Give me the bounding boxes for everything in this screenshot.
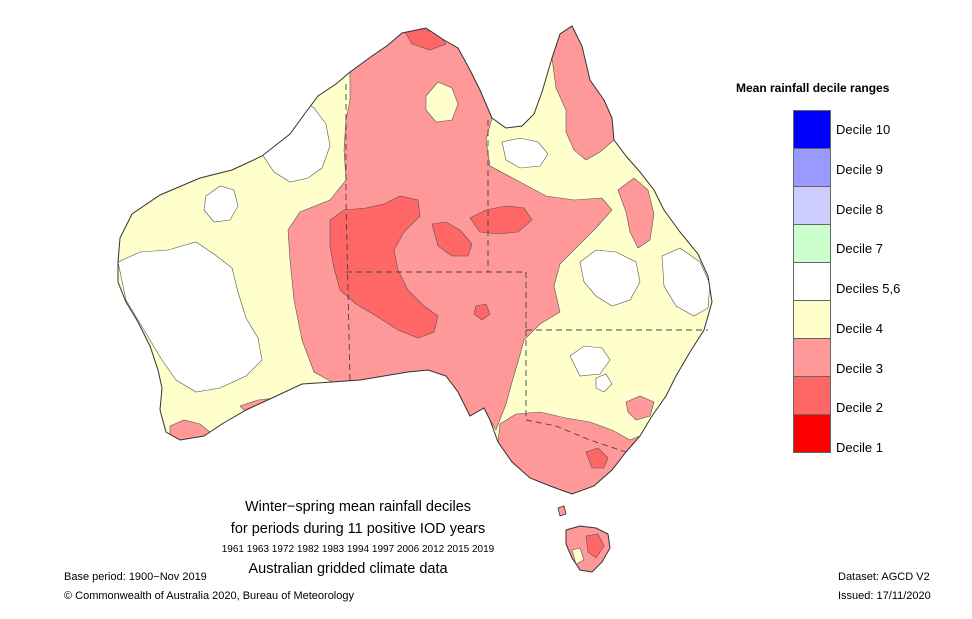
legend-title: Mean rainfall decile ranges [736,81,890,95]
legend-label-decile-9: Decile 9 [836,162,883,177]
legend-swatch-decile-1 [793,414,831,453]
issued-date: Issued: 17/11/2020 [838,590,931,602]
legend-label-decile-3: Decile 3 [836,361,883,376]
map-title-line-2: for periods during 11 positive IOD years [230,521,486,537]
map-title-line-1: Winter−spring mean rainfall deciles [244,499,472,515]
legend-swatch-decile-9 [793,148,831,186]
legend-label-deciles-5-6: Deciles 5,6 [836,281,901,296]
legend-swatch-decile-10 [793,110,831,148]
legend-swatch-decile-7 [793,224,831,262]
legend-color-scale [793,110,831,453]
iod-years-list: 1961 1963 1972 1982 1983 1994 1997 2006 … [221,544,495,555]
legend-swatch-decile-3 [793,338,831,376]
legend-label-decile-2: Decile 2 [836,400,883,415]
legend-label-decile-1: Decile 1 [836,440,883,455]
legend-swatch-deciles-5-6 [793,262,831,300]
dataset-label: Dataset: AGCD V2 [838,571,930,583]
legend-label-decile-7: Decile 7 [836,241,883,256]
legend-swatch-decile-4 [793,300,831,338]
copyright-notice: © Commonwealth of Australia 2020, Bureau… [64,590,354,602]
legend-swatch-decile-2 [793,376,831,414]
map-title-line-4: Australian gridded climate data [248,561,448,577]
base-period: Base period: 1900−Nov 2019 [64,571,207,583]
legend-label-decile-10: Decile 10 [836,122,891,137]
legend-swatch-decile-8 [793,186,831,224]
legend-label-decile-4: Decile 4 [836,321,883,336]
legend-label-decile-8: Decile 8 [836,202,883,217]
